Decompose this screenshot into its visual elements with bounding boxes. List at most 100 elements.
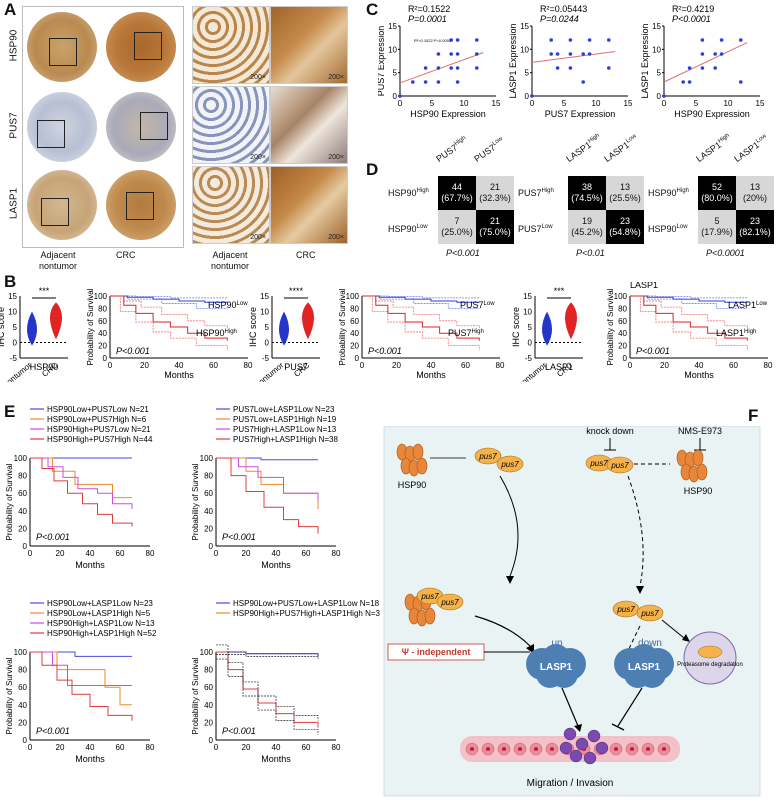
legend-entry: HSP90High+PUS7High+LASP1High N=36 xyxy=(233,609,380,618)
scatter-point xyxy=(555,52,560,56)
scatter-point xyxy=(700,38,705,42)
scatter-inset-label: R²=0.1522 P=0.0001 xyxy=(414,38,452,43)
km-xtick: 0 xyxy=(628,361,633,370)
combo-xtick: 60 xyxy=(302,549,311,558)
combo-xtick: 0 xyxy=(214,549,219,558)
scatter-fit-line xyxy=(531,50,616,63)
scatter-point xyxy=(662,94,666,98)
km-curve-low xyxy=(630,295,748,303)
km-xtick: 40 xyxy=(695,361,704,370)
combo-ytick: 20 xyxy=(204,524,213,533)
row-header: PUS7High xyxy=(518,188,554,198)
scatter-xtick: 10 xyxy=(724,99,733,108)
lasp1-down-cloud: LASP1 xyxy=(614,644,674,688)
combo-xtick: 20 xyxy=(242,549,251,558)
violin-gene: HSP90 xyxy=(30,362,59,372)
table-cell: 19 (45.2%) xyxy=(568,210,606,244)
km-ci-low xyxy=(630,295,748,309)
scatter-ytick: 15 xyxy=(520,22,529,31)
combo-xtick: 80 xyxy=(332,743,341,752)
combo-ylabel: Probability of Survival xyxy=(191,657,200,734)
knockdown-label: knock down xyxy=(586,426,634,436)
scatter-point xyxy=(713,66,717,70)
combo-xlabel: Months xyxy=(75,560,105,570)
scatter-point xyxy=(687,66,692,70)
col-header: LASP1Low xyxy=(602,133,638,164)
pus7-icon-b: pus7 xyxy=(496,455,524,473)
tma-core-grid xyxy=(22,6,182,246)
km-xtick: 60 xyxy=(461,361,470,370)
row-header: HSP90Low xyxy=(388,224,428,234)
combo-xtick: 20 xyxy=(242,743,251,752)
scatter-point xyxy=(739,38,743,42)
km-ci-low xyxy=(630,295,748,299)
violin-xcat: Adjacent nontumor xyxy=(0,360,34,382)
scatter-point xyxy=(449,66,453,70)
panel-d-label: D xyxy=(366,160,379,179)
violin-gene: PUS7 xyxy=(284,362,308,372)
combo-xtick: 20 xyxy=(56,743,65,752)
km-ytick: 20 xyxy=(618,342,627,351)
pus7-icon-a: pus7 xyxy=(474,447,502,465)
col-header: LASP1Low xyxy=(732,133,768,164)
legend-entry: PUS7Low+LASP1Low N=23 xyxy=(233,405,335,414)
scatter-ylabel: PUS7 Expression xyxy=(378,26,386,97)
combo-xtick: 80 xyxy=(146,743,155,752)
table-cell: 5 (17.9%) xyxy=(698,210,736,244)
scatter-point xyxy=(549,38,553,42)
combo-ytick: 0 xyxy=(23,542,28,551)
km-xtick: 80 xyxy=(244,361,253,370)
svg-text:pus7: pus7 xyxy=(589,459,608,468)
scatter-fit-line xyxy=(399,52,484,84)
violin-ytick: 5 xyxy=(528,323,533,332)
scatter-point xyxy=(449,52,453,56)
row-header: PUS7Low xyxy=(518,224,553,234)
scatter-p: P=0.0001 xyxy=(408,14,447,24)
svg-text:LASP1: LASP1 xyxy=(628,662,661,673)
scatter-p: P=0.0244 xyxy=(540,14,579,24)
scatter-point xyxy=(719,52,724,56)
combo-ytick: 40 xyxy=(18,507,27,516)
scatter-point xyxy=(587,52,592,56)
combo-ytick: 40 xyxy=(204,701,213,710)
km-label-low: LASP1Low xyxy=(728,300,768,310)
km-ytick: 20 xyxy=(98,342,107,351)
legend-entry: HSP90High+PUS7High N=44 xyxy=(47,435,153,444)
violin-ytick: 0 xyxy=(13,339,18,348)
km-ytick: 0 xyxy=(623,354,628,363)
scatter-p: P<0.0001 xyxy=(672,14,711,24)
combo-xtick: 40 xyxy=(86,743,95,752)
km-label-high: HSP90High xyxy=(196,328,237,338)
hsp90-icon-left xyxy=(396,443,428,477)
row-header: HSP90High xyxy=(388,188,429,198)
combo-km-curve xyxy=(30,457,133,510)
panel-c-label: C xyxy=(366,0,379,19)
table-cell: 21 (32.3%) xyxy=(476,176,514,210)
violin-crc xyxy=(565,302,577,340)
scatter-point xyxy=(423,80,428,84)
significance-stars: *** xyxy=(554,286,565,296)
combo-xtick: 0 xyxy=(28,549,33,558)
km-ytick: 20 xyxy=(350,342,359,351)
table-cell: 38 (74.5%) xyxy=(568,176,606,210)
km-curve-high xyxy=(362,295,480,341)
legend-entry: PUS7High+LASP1Low N=13 xyxy=(233,425,337,434)
svg-text:pus7: pus7 xyxy=(420,592,439,601)
km-xtick: 20 xyxy=(660,361,669,370)
combo-xtick: 0 xyxy=(28,743,33,752)
pus7-free-a: pus7 xyxy=(612,600,640,618)
combo-ylabel: Probability of Survival xyxy=(5,657,14,734)
km-label-low: PUS7Low xyxy=(460,300,495,310)
migration-label: Migration / Invasion xyxy=(527,778,614,789)
hsp90-label-right: HSP90 xyxy=(684,486,713,496)
row-label-hsp90: HSP90 xyxy=(8,29,20,62)
combo-xtick: 0 xyxy=(214,743,219,752)
violin-ytick: 10 xyxy=(8,308,17,317)
km-title: LASP1 xyxy=(630,282,658,290)
